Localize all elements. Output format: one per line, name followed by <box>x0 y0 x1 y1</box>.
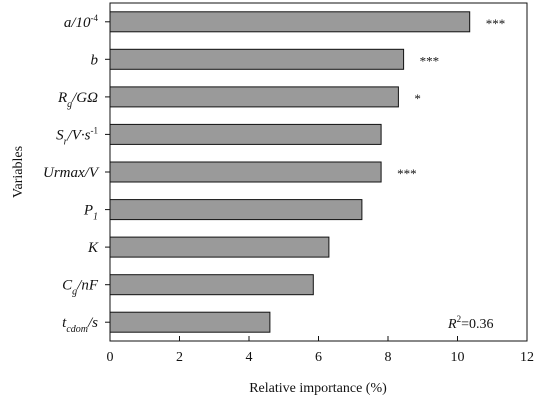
y-tick-label: Urmax/V <box>43 165 100 181</box>
x-tick-label: 0 <box>107 350 114 365</box>
x-tick-label: 10 <box>451 350 465 365</box>
y-axis-label: Variables <box>11 146 26 198</box>
significance-marker: * <box>414 91 421 106</box>
y-tick-label: a/10-4 <box>64 13 99 31</box>
bars-group <box>109 11 471 333</box>
bar <box>109 311 271 333</box>
x-tick-label: 6 <box>315 350 322 365</box>
y-tick-label: Cg/nF <box>62 278 99 298</box>
bar <box>109 48 405 70</box>
x-axis-label: Relative importance (%) <box>249 381 387 396</box>
bar <box>109 161 382 183</box>
significance-group: ********** <box>397 16 505 181</box>
y-tick-label: Sr/V·s-1 <box>56 125 98 147</box>
y-tick-label: tcdom/s <box>62 315 98 335</box>
y-tick-label: K <box>87 240 99 256</box>
y-tick-label: P1 <box>83 203 98 223</box>
bar <box>109 86 399 108</box>
x-tick-label: 8 <box>385 350 392 365</box>
r-squared-annotation: R2=0.36 <box>447 314 493 332</box>
x-ticks: 0 2 4 6 8 10 12 <box>107 336 534 365</box>
significance-marker: *** <box>486 16 506 31</box>
bar <box>109 236 330 258</box>
bar <box>109 123 382 145</box>
x-tick-label: 4 <box>246 350 253 365</box>
significance-marker: *** <box>397 166 417 181</box>
y-tick-label: Rg/GΩ <box>57 90 98 110</box>
bar <box>109 274 314 296</box>
bar <box>109 199 363 221</box>
y-tick-label: b <box>91 52 99 68</box>
significance-marker: *** <box>420 53 440 68</box>
x-tick-label: 12 <box>520 350 534 365</box>
y-tick-labels: a/10-4 b Rg/GΩ Sr/V·s-1 Urmax/V P1 K Cg/nF tcdom… <box>43 13 110 335</box>
bar <box>109 11 471 33</box>
x-tick-label: 2 <box>176 350 183 365</box>
